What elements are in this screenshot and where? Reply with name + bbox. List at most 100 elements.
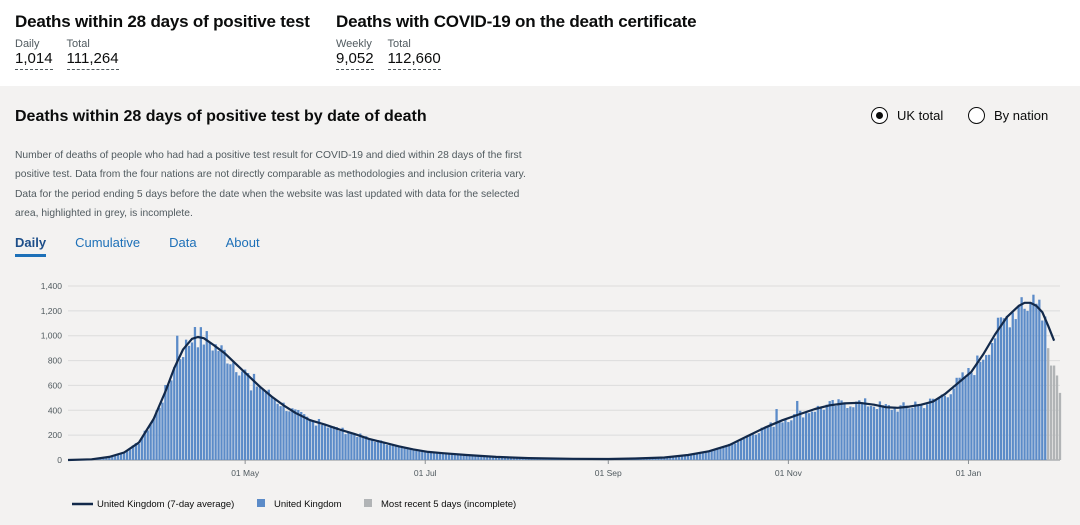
daily-bar[interactable] — [238, 375, 241, 460]
daily-bar[interactable] — [494, 456, 498, 460]
daily-bar[interactable] — [261, 389, 265, 460]
daily-bar[interactable] — [1023, 308, 1026, 460]
daily-bar[interactable] — [748, 434, 752, 460]
daily-bar[interactable] — [338, 430, 341, 460]
daily-bar[interactable] — [846, 408, 849, 460]
daily-bar[interactable] — [695, 453, 699, 460]
daily-bar[interactable] — [990, 343, 994, 460]
daily-bar[interactable] — [1044, 316, 1047, 460]
incomplete-bar[interactable] — [1049, 365, 1053, 460]
daily-bar[interactable] — [305, 416, 309, 460]
daily-bar[interactable] — [1002, 318, 1006, 460]
daily-bar[interactable] — [427, 451, 430, 460]
daily-bar[interactable] — [486, 456, 489, 460]
daily-bar[interactable] — [1029, 302, 1032, 460]
metric-value[interactable]: 1,014 — [15, 50, 53, 70]
daily-bar[interactable] — [952, 388, 955, 460]
daily-bar[interactable] — [745, 436, 749, 460]
daily-bar[interactable] — [453, 454, 456, 460]
daily-bar[interactable] — [489, 456, 492, 460]
daily-bar[interactable] — [190, 342, 194, 460]
daily-bar[interactable] — [840, 400, 843, 460]
daily-bar[interactable] — [781, 422, 784, 460]
metric-value[interactable]: 9,052 — [336, 50, 374, 70]
daily-bar[interactable] — [881, 405, 885, 460]
daily-bar[interactable] — [784, 420, 787, 460]
daily-bar[interactable] — [435, 453, 439, 460]
daily-bar[interactable] — [134, 443, 138, 460]
daily-bar[interactable] — [137, 443, 141, 460]
daily-bar[interactable] — [382, 443, 386, 460]
daily-bar[interactable] — [276, 403, 279, 460]
daily-bar[interactable] — [766, 426, 769, 460]
daily-bar[interactable] — [967, 368, 970, 460]
daily-bar[interactable] — [982, 359, 985, 460]
daily-bar[interactable] — [813, 411, 817, 460]
daily-bar[interactable] — [961, 372, 964, 460]
daily-bar[interactable] — [775, 409, 778, 460]
radio-unchecked-icon[interactable] — [968, 107, 985, 124]
daily-bar[interactable] — [993, 338, 997, 460]
daily-bar[interactable] — [483, 456, 486, 460]
daily-bar[interactable] — [716, 447, 719, 460]
daily-bar[interactable] — [477, 456, 480, 460]
daily-bar[interactable] — [367, 438, 371, 460]
daily-bar[interactable] — [211, 350, 214, 460]
daily-bar[interactable] — [105, 457, 108, 460]
daily-bar[interactable] — [506, 457, 510, 460]
daily-bar[interactable] — [772, 426, 775, 460]
daily-bar[interactable] — [731, 443, 734, 460]
daily-bar[interactable] — [849, 406, 852, 460]
daily-bar[interactable] — [111, 456, 114, 460]
daily-bar[interactable] — [409, 449, 412, 460]
daily-bar[interactable] — [243, 369, 247, 460]
daily-bar[interactable] — [979, 361, 982, 460]
daily-bar[interactable] — [701, 451, 704, 460]
daily-bar[interactable] — [308, 419, 312, 460]
daily-bar[interactable] — [722, 447, 725, 460]
daily-bar[interactable] — [465, 455, 468, 460]
daily-bar[interactable] — [831, 400, 834, 460]
daily-bar[interactable] — [350, 432, 353, 460]
daily-bar[interactable] — [373, 441, 377, 460]
daily-bar[interactable] — [155, 410, 158, 460]
seven-day-average-line[interactable] — [67, 301, 1056, 462]
daily-bar[interactable] — [362, 437, 365, 460]
daily-bar[interactable] — [415, 450, 418, 460]
daily-bar[interactable] — [294, 409, 297, 460]
daily-bar[interactable] — [863, 398, 867, 460]
daily-bar[interactable] — [754, 434, 758, 460]
daily-bar[interactable] — [196, 347, 200, 460]
daily-bar[interactable] — [229, 364, 232, 460]
daily-bar[interactable] — [131, 445, 135, 460]
daily-bar[interactable] — [332, 426, 335, 460]
daily-bar[interactable] — [503, 457, 507, 460]
daily-bar[interactable] — [193, 327, 197, 460]
daily-bar[interactable] — [769, 422, 772, 460]
daily-bar[interactable] — [424, 450, 427, 460]
daily-bar[interactable] — [896, 411, 899, 460]
daily-bar[interactable] — [341, 427, 344, 460]
daily-bar[interactable] — [146, 430, 149, 460]
daily-bar[interactable] — [311, 420, 315, 460]
daily-bar[interactable] — [790, 420, 793, 460]
daily-bar[interactable] — [707, 450, 710, 460]
daily-bar[interactable] — [438, 453, 442, 460]
daily-bar[interactable] — [985, 355, 988, 460]
daily-bar[interactable] — [692, 454, 696, 460]
daily-bar[interactable] — [152, 418, 155, 460]
daily-bar[interactable] — [807, 413, 811, 460]
daily-bar[interactable] — [911, 407, 914, 460]
daily-bar[interactable] — [816, 405, 820, 460]
daily-bar[interactable] — [459, 454, 462, 460]
daily-bar[interactable] — [117, 454, 120, 460]
daily-bar[interactable] — [282, 402, 285, 460]
daily-bar[interactable] — [914, 401, 917, 460]
daily-bar[interactable] — [943, 395, 947, 460]
daily-bar[interactable] — [931, 398, 935, 460]
daily-bar[interactable] — [1020, 297, 1023, 460]
daily-bar[interactable] — [666, 457, 669, 460]
daily-bar[interactable] — [683, 455, 687, 460]
daily-bar[interactable] — [474, 455, 477, 460]
daily-bar[interactable] — [184, 339, 188, 460]
